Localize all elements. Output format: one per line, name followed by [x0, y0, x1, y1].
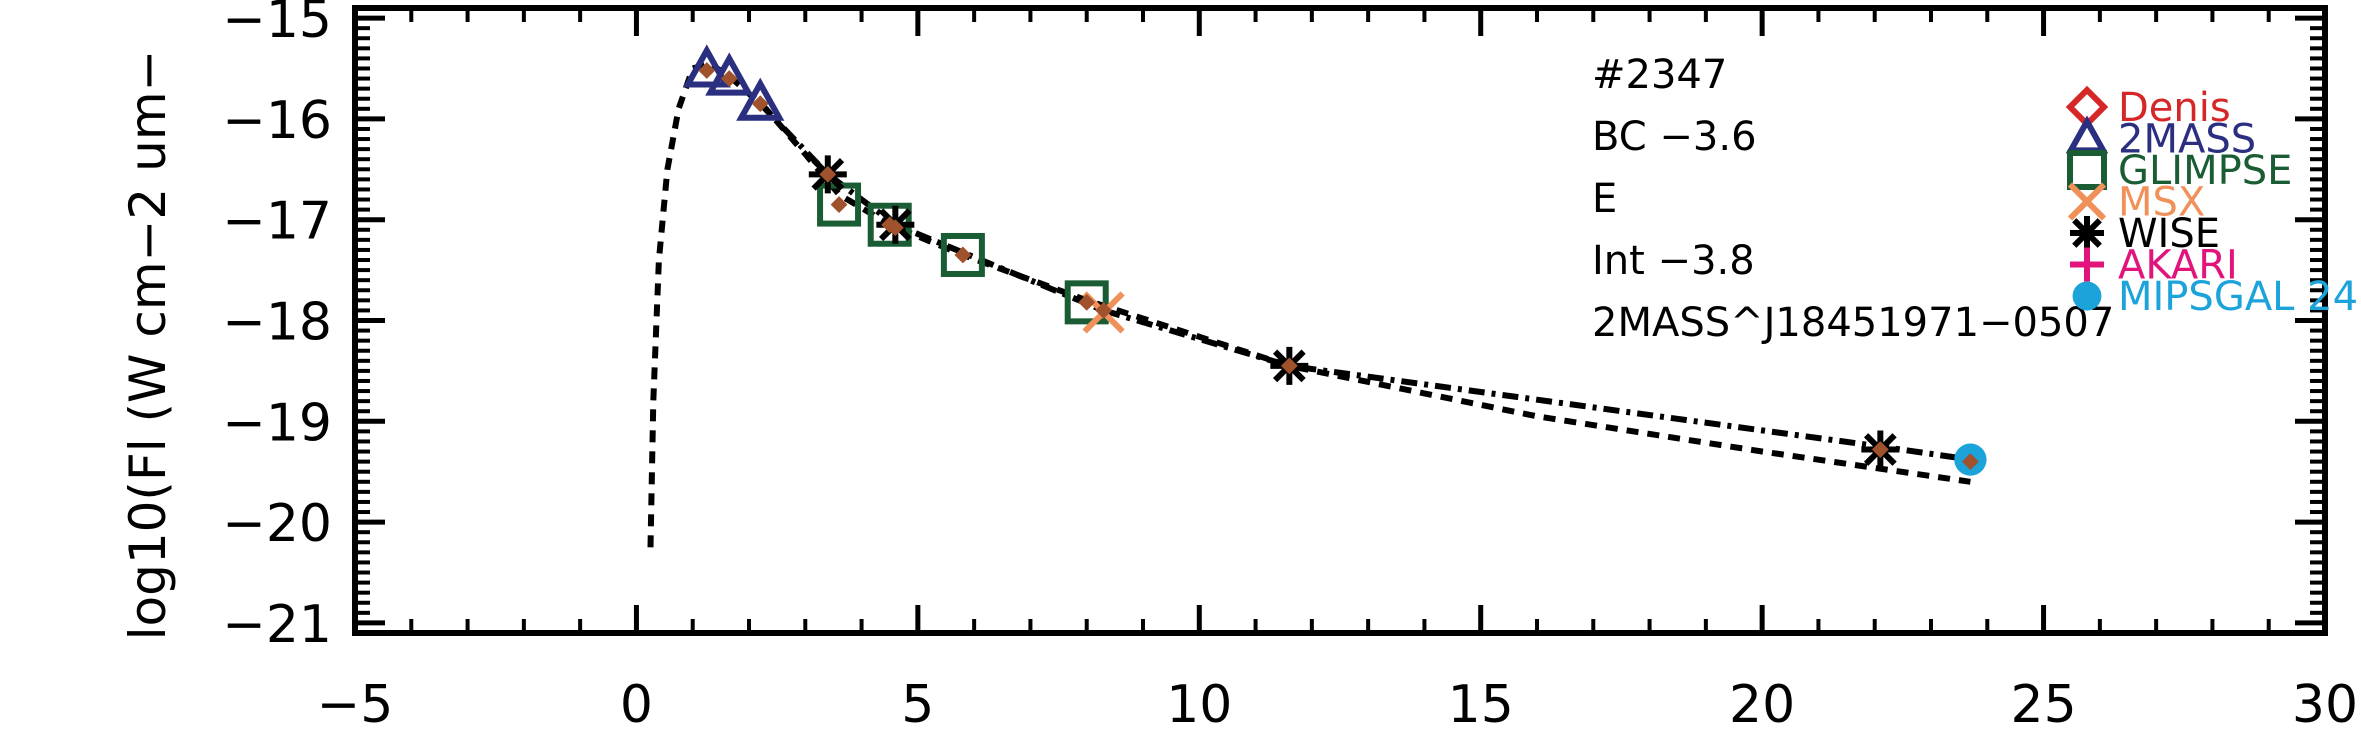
model-point	[1961, 453, 1979, 471]
legend-label-msx: MSX	[2118, 180, 2205, 226]
y-tick-label: −21	[222, 595, 332, 655]
x-tick-label: 0	[620, 675, 653, 735]
model-point	[1280, 357, 1298, 375]
model-point	[1871, 441, 1889, 458]
glimpse-point	[1064, 280, 1109, 325]
y-tick-label: −19	[222, 393, 332, 453]
model-point	[954, 246, 972, 264]
legend-label-mipsgal-24: MIPSGAL 24	[2118, 274, 2358, 320]
model-point	[751, 95, 769, 113]
y-tick-label: −20	[222, 494, 332, 554]
annotation-line: E	[1592, 176, 1617, 222]
annotation-line: #2347	[1592, 52, 1727, 98]
y-tick-label: −17	[222, 192, 332, 252]
legend-marker-akari	[2070, 247, 2104, 282]
model-dashed-curve	[647, 60, 1971, 548]
legend-item-akari: AKARI	[2070, 243, 2238, 289]
annotation-line: BC −3.6	[1592, 114, 1757, 160]
legend-label-akari: AKARI	[2118, 243, 2238, 289]
legend-label-glimpse: GLIMPSE	[2118, 148, 2292, 194]
x-tick-label: 20	[1729, 675, 1795, 735]
y-tick-label: −18	[222, 293, 332, 353]
model-point	[830, 196, 848, 213]
legend-marker-msx	[2067, 182, 2107, 221]
legend-item-glimpse: GLIMPSE	[2067, 148, 2292, 194]
legend-marker-glimpse	[2067, 150, 2107, 190]
x-tick-label: 15	[1448, 675, 1514, 735]
y-axis-label: log10(Fl (W cm−2 um−	[119, 50, 177, 641]
model-point	[886, 219, 904, 237]
chart-text: −5 0 5 10 15 20 25 30 −15 −16 −17 −18 −19 −20 −21 log10…	[119, 0, 2358, 735]
legend-item-wise: WISE	[2070, 211, 2220, 257]
y-tick-label: −16	[222, 91, 332, 151]
model-point	[819, 165, 837, 183]
2mass-point	[682, 44, 731, 88]
model-point	[1078, 293, 1096, 311]
2mass-point	[705, 52, 754, 96]
glimpse-point	[940, 232, 985, 277]
y-tick-label: −15	[222, 0, 332, 50]
x-tick-label: 30	[2292, 675, 2358, 735]
model-point	[698, 62, 716, 79]
axis-ticks	[352, 6, 2328, 635]
legend-marker-2mass	[2065, 115, 2109, 154]
annotation-line: Int −3.8	[1592, 238, 1755, 284]
annotation-line: 2MASS^J18451971−0507	[1592, 300, 2114, 346]
legend-label-wise: WISE	[2118, 211, 2220, 257]
model-dashdot-curve	[758, 101, 1971, 463]
legend-item-msx: MSX	[2067, 180, 2205, 226]
data-points	[682, 44, 1987, 476]
x-tick-label: 5	[901, 675, 934, 735]
model-point	[1095, 302, 1113, 319]
model-point	[720, 70, 738, 87]
2mass-point	[736, 77, 785, 121]
x-tick-label: 10	[1166, 675, 1232, 735]
legend-label-2mass: 2MASS	[2118, 117, 2256, 163]
x-tick-label: 25	[2010, 675, 2076, 735]
x-tick-label: −5	[317, 675, 394, 735]
legend-label-denis: Denis	[2118, 85, 2231, 131]
legend-item-mipsgal-24: MIPSGAL 24	[2072, 274, 2358, 320]
legend-marker-mipsgal-24	[2072, 281, 2102, 311]
legend-marker-wise	[2070, 216, 2104, 250]
